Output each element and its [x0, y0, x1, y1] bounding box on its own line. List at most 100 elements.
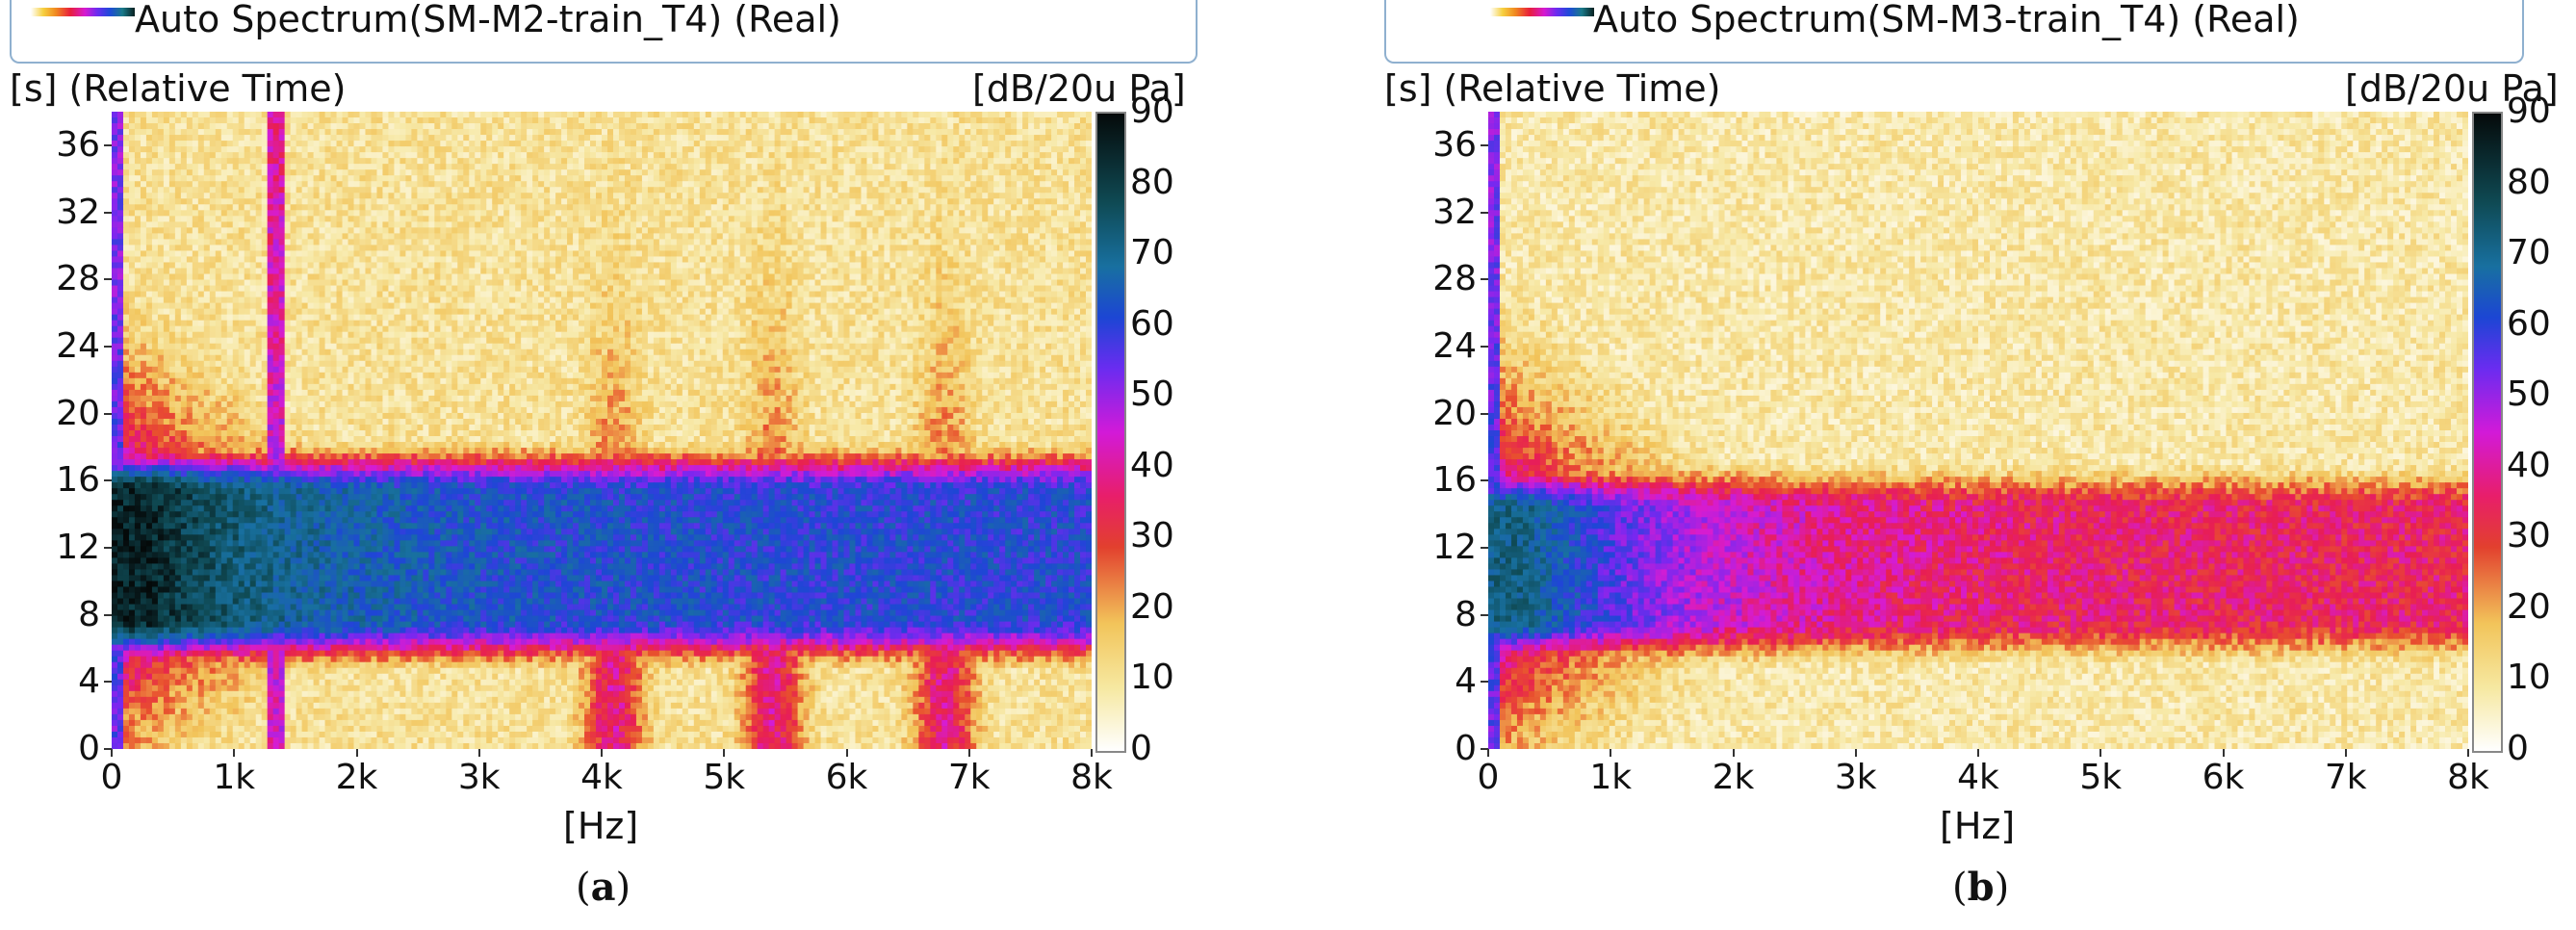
heatmap-cell [1051, 175, 1058, 182]
heatmap-cell [1069, 135, 1075, 142]
heatmap-cell [232, 273, 240, 281]
heatmap-cell [469, 210, 476, 217]
heatmap-cell [122, 210, 130, 217]
heatmap-cell [226, 268, 234, 275]
heatmap-cell [261, 152, 269, 159]
heatmap-cell [982, 112, 989, 118]
heatmap-cell [249, 123, 257, 130]
heatmap-cell [353, 279, 361, 287]
heatmap-cell [307, 169, 315, 176]
heatmap-cell [174, 198, 182, 205]
heatmap-cell [567, 198, 574, 205]
heatmap-cell [953, 117, 960, 124]
heatmap-cell [313, 135, 321, 142]
heatmap-cell [112, 164, 118, 170]
heatmap-cell [618, 175, 626, 182]
heatmap-cell [550, 123, 556, 130]
heatmap-cell [446, 273, 452, 281]
heatmap-cell [803, 181, 811, 188]
heatmap-cell [1028, 117, 1035, 124]
heatmap-cell [267, 112, 274, 118]
heatmap-cell [174, 239, 182, 246]
heatmap-cell [641, 198, 649, 205]
heatmap-cell [606, 245, 614, 252]
heatmap-cell [134, 135, 142, 142]
heatmap-cell [734, 181, 741, 188]
heatmap-cell [624, 112, 631, 118]
heatmap-cell [872, 210, 880, 217]
heatmap-cell [215, 233, 222, 240]
heatmap-cell [797, 227, 805, 234]
heatmap-cell [936, 164, 942, 170]
heatmap-cell [174, 233, 182, 240]
heatmap-cell [959, 152, 966, 159]
heatmap-cell [739, 112, 747, 118]
heatmap-cell [209, 135, 217, 142]
heatmap-cell [590, 135, 597, 142]
heatmap-cell [405, 233, 412, 240]
heatmap-cell [809, 239, 816, 246]
heatmap-cell [359, 273, 367, 281]
heatmap-cell [786, 123, 793, 130]
heatmap-cell [215, 129, 222, 136]
heatmap-cell [809, 146, 816, 153]
heatmap-cell [734, 146, 741, 153]
heatmap-cell [988, 204, 994, 211]
heatmap-cell [1040, 169, 1046, 176]
heatmap-cell [296, 239, 303, 246]
heatmap-cell [641, 239, 649, 246]
heatmap-cell [630, 204, 637, 211]
heatmap-cell [826, 233, 834, 240]
heatmap-cell [261, 227, 269, 234]
heatmap-cell [428, 245, 435, 252]
heatmap-cell [1040, 187, 1046, 194]
heatmap-cell [532, 245, 539, 252]
heatmap-cell [786, 210, 793, 217]
heatmap-cell [970, 198, 977, 205]
heatmap-cell [394, 123, 401, 130]
heatmap-cell [814, 193, 822, 199]
heatmap-cell [624, 117, 631, 124]
heatmap-cell [220, 187, 228, 194]
heatmap-cell [330, 152, 338, 159]
heatmap-cell [861, 273, 868, 281]
heatmap-cell [238, 193, 245, 199]
heatmap-cell [705, 268, 712, 275]
heatmap-cell [134, 123, 142, 130]
heatmap-cell [261, 250, 269, 258]
heatmap-cell [1005, 210, 1012, 217]
heatmap-cell [687, 123, 695, 130]
heatmap-cell [168, 233, 176, 240]
heatmap-cell [1086, 112, 1092, 118]
heatmap-cell [635, 233, 643, 240]
heatmap-cell [544, 273, 551, 281]
heatmap-cell [993, 245, 1000, 252]
heatmap-cell [866, 152, 874, 159]
heatmap-cell [475, 146, 481, 153]
heatmap-cell [371, 146, 378, 153]
heatmap-cell [786, 239, 793, 246]
heatmap-cell [855, 164, 863, 170]
heatmap-cell [826, 181, 834, 188]
heatmap-cell [134, 256, 142, 264]
heatmap-cell [573, 239, 580, 246]
heatmap-cell [970, 262, 977, 270]
heatmap-cell [814, 245, 822, 252]
heatmap-cell [1022, 221, 1029, 228]
heatmap-cell [993, 233, 1000, 240]
heatmap-cell [930, 250, 937, 258]
heatmap-cell [878, 187, 886, 194]
heatmap-cell [584, 262, 591, 270]
heatmap-cell [768, 129, 776, 136]
heatmap-cell [278, 152, 286, 159]
heatmap-cell [590, 169, 597, 176]
heatmap-cell [342, 262, 349, 270]
heatmap-cell [797, 169, 805, 176]
heatmap-cell [226, 216, 234, 222]
heatmap-cell [647, 152, 655, 159]
heatmap-cell [970, 181, 977, 188]
heatmap-cell [249, 169, 257, 176]
heatmap-cell [463, 135, 470, 142]
heatmap-cell [820, 262, 828, 270]
heatmap-cell [544, 181, 551, 188]
